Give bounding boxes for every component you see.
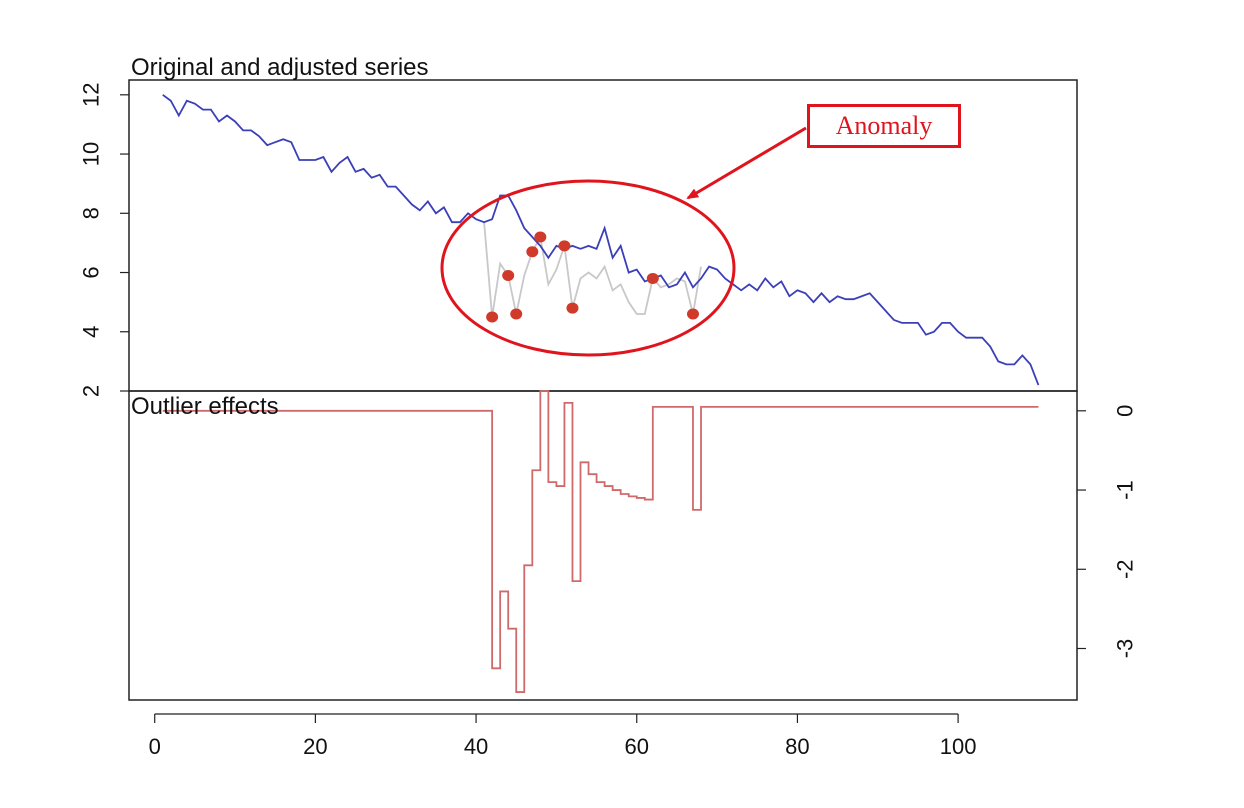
x-tick-label: 60 xyxy=(625,734,649,759)
series-adjusted-line xyxy=(483,222,702,318)
y-tick-label-top: 6 xyxy=(79,266,104,278)
y-tick-label-top: 12 xyxy=(79,83,104,107)
series-original-line xyxy=(162,94,1040,386)
anomaly-point xyxy=(686,308,699,320)
anomaly-point xyxy=(558,240,571,252)
y-tick-label-top: 10 xyxy=(79,142,104,166)
y-tick-label-bottom: 0 xyxy=(1113,405,1138,417)
y-tick-label-bottom: -2 xyxy=(1113,559,1138,579)
anomaly-point xyxy=(526,246,539,258)
x-tick-label: 20 xyxy=(303,734,327,759)
anomaly-point xyxy=(486,311,499,323)
anomaly-point xyxy=(646,272,659,284)
y-tick-label-top: 2 xyxy=(79,385,104,397)
x-tick-label: 0 xyxy=(149,734,161,759)
anomaly-point xyxy=(502,269,515,281)
anomaly-point xyxy=(566,302,579,314)
x-tick-label: 40 xyxy=(464,734,488,759)
anomaly-point xyxy=(534,231,547,243)
y-tick-label-bottom: -3 xyxy=(1113,639,1138,659)
panel-title-original-adjusted: Original and adjusted series xyxy=(131,54,429,81)
x-tick-label: 100 xyxy=(940,734,977,759)
panel-frame-bottom xyxy=(128,390,1078,701)
anomaly-point xyxy=(510,308,523,320)
y-tick-label-top: 8 xyxy=(79,207,104,219)
y-tick-label-top: 4 xyxy=(79,326,104,338)
y-tick-label-bottom: -1 xyxy=(1113,480,1138,500)
anomaly-arrow xyxy=(686,126,807,200)
anomaly-ellipse xyxy=(440,179,736,357)
x-tick-label: 80 xyxy=(785,734,809,759)
series-outlier-effects-step xyxy=(162,390,1039,693)
panel-title-outlier-effects: Outlier effects xyxy=(131,393,279,420)
anomaly-label: Anomaly xyxy=(807,104,961,148)
